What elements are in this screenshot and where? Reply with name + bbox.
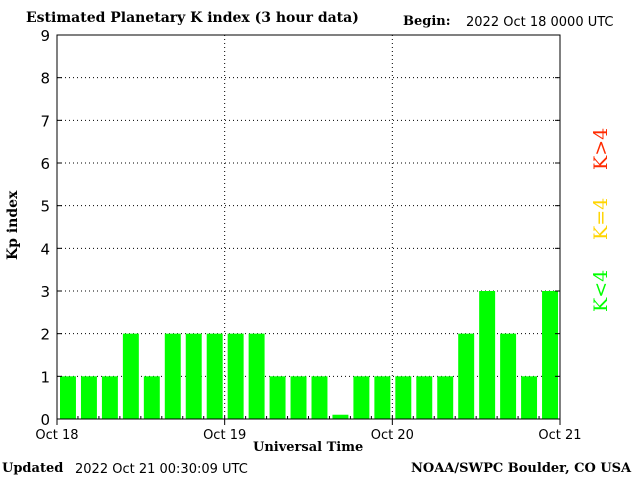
bar (248, 333, 265, 419)
y-tick-label: 8 (40, 70, 50, 88)
y-tick-label: 0 (40, 411, 50, 429)
bar (374, 376, 391, 419)
updated-label: Updated (2, 461, 64, 476)
bar (500, 333, 517, 419)
bar (60, 376, 76, 419)
updated-value: 2022 Oct 21 00:30:09 UTC (75, 462, 248, 477)
x-axis-label: Universal Time (253, 440, 364, 455)
chart-title: Estimated Planetary K index (3 hour data… (26, 10, 359, 26)
bar (353, 376, 370, 419)
y-tick-label: 1 (40, 368, 50, 386)
y-tick-label: 7 (40, 112, 50, 130)
bar (458, 333, 475, 419)
bar (80, 376, 97, 419)
x-tick-label: Oct 19 (203, 428, 246, 443)
bar (206, 333, 223, 419)
begin-label: Begin: (403, 14, 451, 29)
x-tick-label: Oct 20 (371, 428, 414, 443)
bar (290, 376, 307, 419)
x-tick-label: Oct 18 (35, 428, 78, 443)
bar (395, 376, 412, 419)
bar (521, 376, 538, 419)
credit-text: NOAA/SWPC Boulder, CO USA (411, 461, 632, 476)
bar (437, 376, 454, 419)
legend-k-equal-4: K=4 (590, 197, 612, 240)
bar (479, 291, 496, 419)
bar (164, 333, 181, 419)
x-tick-label: Oct 21 (538, 428, 581, 443)
y-tick-label: 9 (40, 27, 50, 45)
bar (269, 376, 286, 419)
y-tick-label: 5 (40, 198, 50, 216)
y-tick-label: 3 (40, 283, 50, 301)
bar (185, 333, 202, 419)
bar (101, 376, 118, 419)
legend-k-greater-4: K>4 (590, 127, 612, 170)
bar (227, 333, 244, 419)
bar (311, 376, 328, 419)
bar (542, 291, 558, 419)
y-tick-label: 4 (40, 240, 50, 258)
legend-k-less-4: K<4 (590, 269, 612, 312)
bar (416, 376, 433, 419)
y-tick-label: 6 (40, 155, 50, 173)
y-axis-label: Kp index (5, 190, 21, 260)
y-tick-label: 2 (40, 326, 50, 344)
bar (332, 414, 349, 419)
bar (143, 376, 160, 419)
begin-value: 2022 Oct 18 0000 UTC (466, 15, 614, 30)
bar (122, 333, 139, 419)
